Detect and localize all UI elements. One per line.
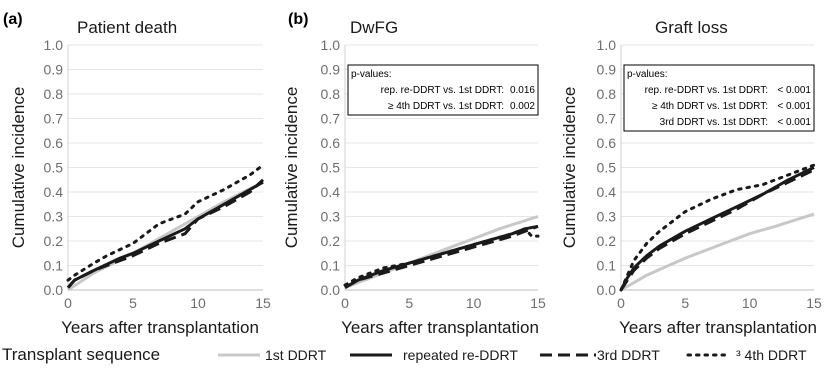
y-tick-label: 0.0 xyxy=(44,282,64,298)
panel-label: (a) xyxy=(3,11,23,28)
x-tick-label: 10 xyxy=(742,295,758,311)
y-tick-label: 0.8 xyxy=(597,86,617,102)
panel-title: DwFG xyxy=(350,18,398,37)
y-tick-label: 0.3 xyxy=(44,209,64,225)
panel-title: Graft loss xyxy=(655,18,728,37)
y-tick-label: 0.2 xyxy=(321,233,341,249)
pvalue-row-label: ≥ 4th DDRT vs. 1st DDRT: xyxy=(652,101,768,112)
y-axis-label: Cumulative incidence xyxy=(282,87,301,249)
y-tick-label: 1.0 xyxy=(597,37,617,53)
y-tick-label: 1.0 xyxy=(44,37,64,53)
series-line-third xyxy=(619,168,815,291)
pvalue-title: p-values: xyxy=(627,69,668,80)
x-tick-label: 0 xyxy=(617,295,625,311)
pvalue-row-value: 0.002 xyxy=(510,101,535,112)
pvalue-row-value: < 0.001 xyxy=(777,117,811,128)
y-tick-label: 0.9 xyxy=(321,62,341,78)
y-tick-label: 0.3 xyxy=(597,209,617,225)
y-tick-label: 0.7 xyxy=(321,111,341,127)
panel-1: (a) Patient death 0.0 0.1 0.2 0.3 0.4 0.5 0.6 0.7… xyxy=(3,11,271,337)
pvalue-row-label: ≥ 4th DDRT vs. 1st DDRT: xyxy=(388,101,504,112)
pvalue-row-label: rep. re-DDRT vs. 1st DDRT: xyxy=(645,85,768,96)
panel-title: Patient death xyxy=(77,18,177,37)
y-tick-label: 0.4 xyxy=(44,184,64,200)
x-axis-label: Years after transplantation xyxy=(61,318,259,337)
panel-3: Graft loss 0.0 0.1 0.2 0.3 0.4 0.5 0.6 0.7 0.8 0.9… xyxy=(560,18,822,337)
legend-label-first: 1st DDRT xyxy=(265,347,327,363)
pvalue-row-label: rep. re-DDRT vs. 1st DDRT: xyxy=(381,85,504,96)
y-tick-label: 0.6 xyxy=(597,135,617,151)
pvalue-box xyxy=(347,64,539,116)
x-tick-label: 0 xyxy=(64,295,72,311)
pvalue-title: p-values: xyxy=(351,69,392,80)
panel-2: (b) DwFG 0.0 0.1 0.2 0.3 0.4 0.5 0.6 0.7 0.8 0.9 1.0… xyxy=(282,11,546,337)
y-tick-label: 0.9 xyxy=(597,62,617,78)
legend: Transplant sequence 1st DDRT repeated re… xyxy=(2,345,807,364)
series-line-repeated xyxy=(619,166,815,291)
y-tick-label: 0.4 xyxy=(321,184,341,200)
legend-title: Transplant sequence xyxy=(2,345,160,364)
legend-label-fourth: ³ 4th DDRT xyxy=(736,347,807,363)
x-axis-label: Years after transplantation xyxy=(619,318,817,337)
series-line-repeated xyxy=(344,224,539,289)
panels: (a) Patient death 0.0 0.1 0.2 0.3 0.4 0.5 0.6 0.7… xyxy=(3,11,822,337)
x-tick-label: 5 xyxy=(129,295,137,311)
series-line-repeated xyxy=(66,180,264,289)
y-tick-label: 0.5 xyxy=(44,160,64,176)
x-tick-label: 15 xyxy=(530,295,546,311)
series-line-fourth xyxy=(66,163,265,282)
y-tick-label: 0.5 xyxy=(597,160,617,176)
x-tick-label: 10 xyxy=(190,295,206,311)
x-tick-label: 0 xyxy=(341,295,349,311)
y-tick-label: 0.1 xyxy=(44,258,64,274)
pvalue-row-label: 3rd DDRT vs. 1st DDRT: xyxy=(660,117,768,128)
y-tick-label: 0.7 xyxy=(597,111,617,127)
y-tick-label: 1.0 xyxy=(321,37,341,53)
x-tick-label: 5 xyxy=(681,295,689,311)
y-tick-label: 0.4 xyxy=(597,184,617,200)
series-line-fourth xyxy=(619,163,816,292)
y-tick-label: 0.5 xyxy=(321,160,341,176)
y-tick-label: 0.7 xyxy=(44,111,64,127)
pvalue-row-value: < 0.001 xyxy=(777,85,811,96)
y-tick-label: 0.0 xyxy=(597,282,617,298)
y-tick-label: 0.3 xyxy=(321,209,341,225)
y-tick-label: 0.0 xyxy=(321,282,341,298)
x-tick-label: 15 xyxy=(255,295,271,311)
x-tick-label: 5 xyxy=(405,295,413,311)
y-axis-label: Cumulative incidence xyxy=(9,87,28,249)
legend-label-repeated: repeated re-DDRT xyxy=(403,347,518,363)
series-line-first xyxy=(620,212,815,292)
panel-label: (b) xyxy=(288,11,308,28)
y-tick-label: 0.8 xyxy=(44,86,64,102)
y-tick-label: 0.1 xyxy=(321,258,341,274)
y-tick-label: 0.6 xyxy=(321,135,341,151)
x-tick-label: 10 xyxy=(466,295,482,311)
y-axis-label: Cumulative incidence xyxy=(560,87,579,249)
y-tick-label: 0.2 xyxy=(44,233,64,249)
y-tick-label: 0.6 xyxy=(44,135,64,151)
x-tick-label: 15 xyxy=(806,295,822,311)
y-tick-label: 0.8 xyxy=(321,86,341,102)
series-line-first xyxy=(344,215,539,290)
y-tick-label: 0.9 xyxy=(44,62,64,78)
pvalue-box xyxy=(623,64,815,132)
pvalue-row-value: < 0.001 xyxy=(777,101,811,112)
x-axis-label: Years after transplantation xyxy=(341,318,539,337)
y-tick-label: 0.2 xyxy=(597,233,617,249)
y-tick-label: 0.1 xyxy=(597,258,617,274)
series-line-first xyxy=(67,180,264,292)
legend-label-third: 3rd DDRT xyxy=(597,347,660,363)
pvalue-row-value: 0.016 xyxy=(510,85,535,96)
